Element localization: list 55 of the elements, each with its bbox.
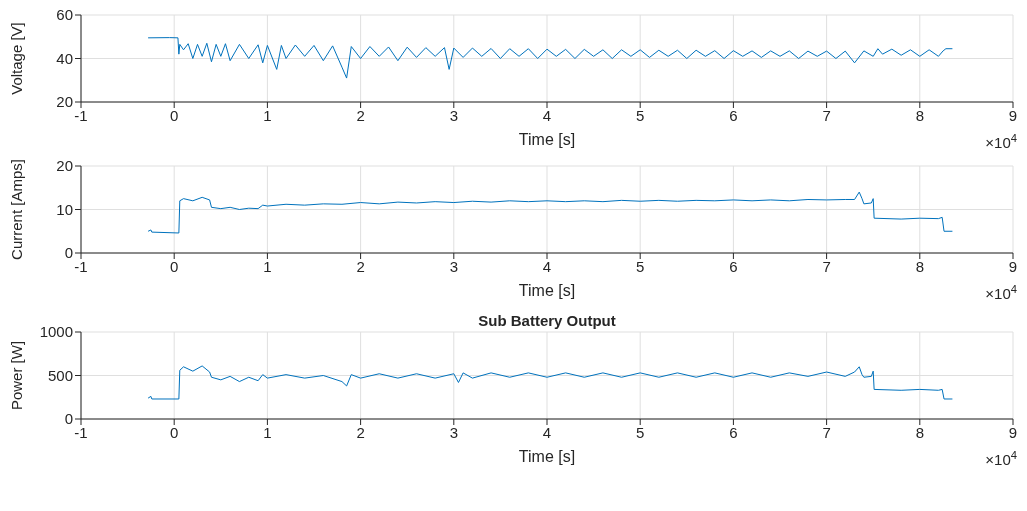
x-tick-label: 3 (449, 106, 458, 124)
x-tick-label: -1 (74, 423, 88, 441)
x-tick-label: 9 (1008, 106, 1018, 124)
x-axis-title: Time [s] (518, 131, 576, 148)
y-axis-title: Power [W] (8, 340, 26, 411)
x-tick-label: 2 (356, 423, 365, 441)
x-tick-label: -1 (74, 106, 88, 124)
x-tick-label: 7 (822, 106, 831, 124)
y-tick-label: 500 (47, 366, 73, 384)
x-tick-label: 0 (170, 106, 179, 124)
text: ×10$^{4}$ (985, 449, 1017, 468)
y-tick-label: 10 (56, 200, 73, 218)
y-tick-label: 60 (56, 6, 73, 24)
chart-title: Sub Battery Output (478, 312, 616, 329)
x-tick-label: 7 (822, 423, 831, 441)
x-tick-label: 9 (1008, 423, 1018, 441)
line-series (147, 37, 953, 79)
text: ×10$^{4}$ (985, 283, 1017, 302)
x-tick-label: 4 (542, 106, 552, 124)
text: ×10$^{4}$ (985, 132, 1017, 151)
x-tick-label: 8 (915, 423, 924, 441)
x-tick-label: 3 (449, 423, 458, 441)
x-tick-label: 5 (636, 106, 645, 124)
x-tick-label: 2 (356, 257, 365, 275)
y-tick-label: 20 (56, 157, 73, 175)
y-axis-title: Current [Amps] (8, 159, 26, 260)
x-tick-label: 7 (822, 257, 831, 275)
y-tick-label: 0 (64, 410, 73, 428)
x-tick-label: 9 (1008, 257, 1018, 275)
x-tick-label: 5 (636, 423, 645, 441)
x-tick-label: -1 (74, 257, 88, 275)
y-tick-label: 1000 (39, 323, 73, 341)
x-tick-label: 1 (263, 423, 272, 441)
x-tick-label: 3 (449, 257, 458, 275)
y-axis-title: Voltage [V] (8, 22, 26, 95)
x-tick-label: 2 (356, 106, 365, 124)
x-tick-label: 6 (729, 257, 738, 275)
x-tick-label: 4 (542, 257, 552, 275)
x-tick-label: 6 (729, 106, 738, 124)
x-tick-label: 1 (263, 106, 272, 124)
y-tick-label: 40 (56, 49, 73, 67)
x-tick-label: 4 (542, 423, 552, 441)
x-tick-label: 8 (915, 106, 924, 124)
x-axis-title: Time [s] (518, 282, 576, 299)
y-tick-label: 0 (64, 244, 73, 262)
x-tick-label: 1 (263, 257, 272, 275)
line-series (147, 191, 953, 234)
y-tick-label: 20 (56, 93, 73, 111)
x-tick-label: 6 (729, 423, 738, 441)
x-axis-title: Time [s] (518, 448, 576, 465)
x-tick-label: 0 (170, 257, 179, 275)
x-tick-label: 5 (636, 257, 645, 275)
x-tick-label: 0 (170, 423, 179, 441)
x-tick-label: 8 (915, 257, 924, 275)
line-series (147, 365, 953, 400)
